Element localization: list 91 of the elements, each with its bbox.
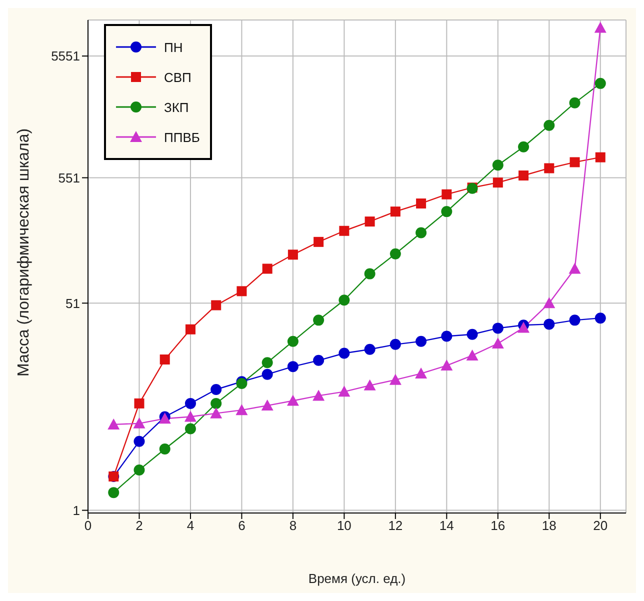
y-tick-label: 1 <box>72 502 80 518</box>
point <box>108 487 120 498</box>
point <box>492 322 504 334</box>
point <box>440 360 453 371</box>
point <box>544 163 554 174</box>
point <box>287 361 298 372</box>
point <box>133 417 146 428</box>
point <box>184 410 196 422</box>
point <box>134 398 144 408</box>
point <box>570 157 580 168</box>
point <box>389 374 402 385</box>
point <box>466 328 478 340</box>
x-tick-label: 0 <box>84 518 92 534</box>
point <box>569 314 580 326</box>
point <box>236 404 248 416</box>
point <box>390 338 401 350</box>
point <box>441 330 452 342</box>
x-tick-label: 6 <box>238 518 246 534</box>
point <box>134 436 145 447</box>
point <box>466 349 478 360</box>
point <box>415 368 428 379</box>
y-tick-label: 5551 <box>51 48 80 64</box>
point <box>160 354 170 364</box>
x-tick-label: 18 <box>542 518 556 534</box>
point <box>236 286 247 296</box>
y-tick-label: 51 <box>66 296 80 311</box>
x-tick-label: 14 <box>439 518 454 534</box>
point <box>364 216 375 227</box>
x-tick-label: 16 <box>490 518 506 534</box>
point <box>492 160 504 171</box>
point <box>184 398 196 409</box>
point <box>390 206 400 217</box>
point <box>287 336 298 347</box>
point <box>544 318 555 330</box>
legend-label: ППВБ <box>164 130 200 144</box>
x-tick-label: 4 <box>186 518 194 534</box>
point <box>569 97 580 108</box>
point <box>262 264 272 274</box>
point <box>492 178 503 188</box>
point <box>210 407 222 418</box>
point <box>594 78 606 89</box>
x-tick-label: 20 <box>593 518 608 534</box>
x-tick-label: 10 <box>336 518 352 534</box>
point <box>594 312 606 324</box>
point <box>262 368 273 380</box>
x-tick-label: 8 <box>289 518 297 534</box>
point <box>568 262 581 274</box>
point <box>544 120 555 131</box>
point <box>364 379 376 390</box>
point <box>442 189 452 200</box>
point <box>210 398 222 409</box>
point <box>338 386 350 397</box>
point <box>338 348 350 359</box>
point <box>364 344 376 355</box>
y-tick-label: 551 <box>58 170 80 186</box>
y-axis-title: Масса (логарифмическая шкала) <box>16 128 33 376</box>
point <box>364 268 376 280</box>
legend-label: ПН <box>164 40 183 54</box>
point <box>338 294 350 306</box>
point <box>543 297 556 308</box>
legend-label: ЗКП <box>164 100 189 114</box>
point <box>262 357 273 368</box>
point <box>288 250 298 260</box>
point <box>595 152 606 162</box>
point <box>312 390 325 401</box>
point <box>211 300 222 310</box>
x-tick-label: 2 <box>136 518 143 534</box>
point <box>185 324 196 334</box>
point <box>184 423 196 434</box>
point <box>416 198 426 208</box>
legend-label: СВП <box>164 70 192 84</box>
point <box>518 141 530 152</box>
point <box>492 338 504 349</box>
point <box>416 336 427 347</box>
point <box>594 22 606 33</box>
x-axis-title: Время (усл. ед.) <box>308 571 406 586</box>
point <box>134 464 145 476</box>
point <box>313 314 324 326</box>
point <box>314 236 324 247</box>
point <box>339 226 350 236</box>
point <box>108 418 120 430</box>
point <box>210 384 222 396</box>
x-tick-label: 12 <box>388 518 403 534</box>
point <box>390 248 401 260</box>
point <box>261 400 274 411</box>
point <box>159 444 170 455</box>
point <box>441 206 452 218</box>
point <box>416 227 427 238</box>
point <box>286 394 299 406</box>
point <box>313 354 324 366</box>
point <box>518 170 529 180</box>
